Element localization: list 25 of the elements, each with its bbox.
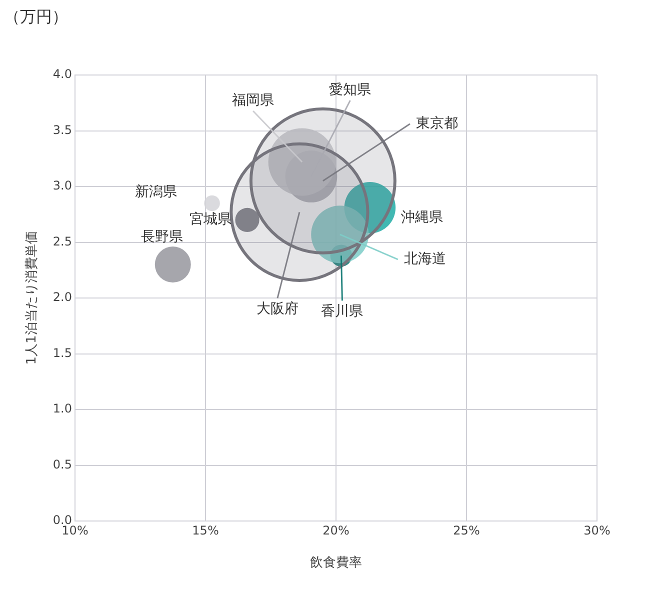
series-label: 新潟県: [135, 184, 178, 200]
text: 香川県: [321, 303, 364, 320]
series-label: 福岡県: [232, 92, 274, 109]
text: （万円）: [4, 7, 68, 26]
x-tick-label: 20%: [322, 523, 350, 538]
series-label: 大阪府: [256, 300, 298, 317]
x-tick-label: 25%: [453, 523, 480, 538]
series-label: 沖縄県: [400, 209, 443, 226]
x-tick-label: 15%: [192, 523, 219, 538]
y-tick-label: 1.0: [52, 402, 72, 416]
y-tick-label: 0.5: [52, 457, 72, 472]
y-axis-title: 1人1泊当たり消費単価: [24, 231, 40, 365]
x-axis-title: 飲食費率: [310, 554, 362, 571]
x-tick-label: 10%: [62, 523, 88, 538]
y-tick-label: 3.0: [52, 178, 72, 193]
text: 愛知県: [329, 82, 372, 98]
y-tick-label: 2.0: [52, 290, 72, 304]
x-tick-label: 30%: [584, 523, 610, 538]
text: 東京都: [416, 116, 458, 132]
y-tick-label: 4.0: [52, 67, 72, 82]
y-tick-label: 2.5: [52, 234, 72, 248]
y-tick-label: 1.5: [52, 346, 72, 360]
y-tick-label: 3.5: [52, 122, 72, 137]
series-label: 長野県: [140, 229, 183, 246]
text: 北海道: [404, 251, 446, 268]
